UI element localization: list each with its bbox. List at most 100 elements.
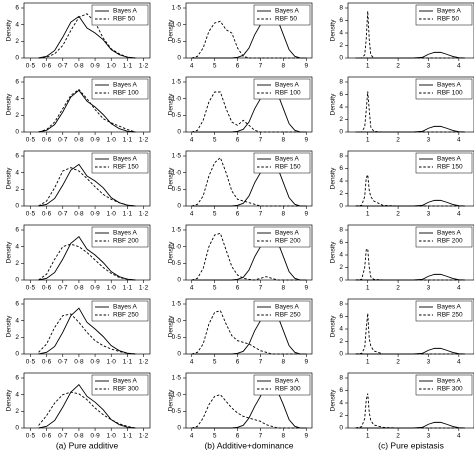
legend-box [91,300,149,322]
x-tick-label: 1 [366,137,370,144]
legend-box [253,152,311,174]
x-tick-label: 0·8 [74,137,84,144]
x-tick-label: 1 [366,359,370,366]
legend-label: Bayes A [113,156,138,163]
x-tick-label: 9 [304,285,308,292]
y-tick-label: 2 [339,116,343,123]
density-line [38,15,136,59]
x-tick-label: 1·2 [139,63,149,70]
x-tick-label: 2 [396,211,400,218]
x-tick-label: 6 [236,285,240,292]
density-line [38,89,136,133]
legend-box [415,4,473,26]
y-tick-label: 1·0 [172,169,182,176]
density-line [38,236,136,281]
y-tick-label: 4 [15,95,19,102]
x-tick-label: 0·6 [42,211,52,218]
x-tick-label: 9 [304,137,308,144]
y-axis-label: Density [168,167,175,189]
y-tick-label: 4 [15,243,19,250]
y-axis-label: Density [330,389,337,411]
y-tick-label: 0 [15,203,19,210]
legend-label: RBF 100 [275,90,301,97]
legend-label: Bayes A [437,230,462,237]
density-line [355,273,465,281]
x-tick-label: 1·0 [107,433,117,440]
y-axis-label: Density [168,315,175,337]
y-tick-label: 6 [15,5,19,12]
x-tick-label: 4 [457,285,461,292]
x-tick-label: 8 [282,63,286,70]
y-tick-label: 0 [339,351,343,358]
plot-frame [185,372,313,429]
x-tick-label: 0·8 [74,63,84,70]
x-tick-label: 5 [213,433,217,440]
y-tick-label: 6 [339,91,343,98]
legend-box [415,300,473,322]
y-tick-label: 6 [339,239,343,246]
density-line [355,173,465,207]
legend-box [253,4,311,26]
x-tick-label: 0·7 [58,359,68,366]
y-tick-label: 6 [15,301,19,308]
x-tick-label: 0·9 [90,359,100,366]
x-tick-label: 1·0 [107,63,117,70]
y-tick-label: 8 [339,153,343,160]
density-line [355,247,465,281]
x-tick-label: 0·5 [26,137,36,144]
legend-label: Bayes A [437,82,462,89]
y-tick-label: 1·5 [172,301,182,308]
y-tick-label: 4 [15,317,19,324]
legend-label: RBF 50 [275,16,297,23]
x-tick-label: 4 [190,285,194,292]
y-tick-label: 0 [339,425,343,432]
x-tick-label: 7 [259,433,263,440]
x-tick-label: 3 [427,433,431,440]
x-tick-label: 4 [457,63,461,70]
x-tick-label: 4 [457,137,461,144]
y-tick-label: 0 [177,351,181,358]
x-tick-label: 0·8 [74,285,84,292]
legend-label: Bayes A [275,304,300,311]
y-tick-label: 1·5 [172,153,182,160]
y-tick-label: 1·0 [172,243,182,250]
y-tick-label: 2 [15,334,19,341]
legend-box [415,374,473,396]
x-tick-label: 4 [190,211,194,218]
x-tick-label: 2 [396,433,400,440]
x-tick-label: 0·9 [90,211,100,218]
y-tick-label: 0·5 [172,408,182,415]
y-tick-label: 0 [177,203,181,210]
plot-frame [185,76,313,133]
density-line [191,380,307,429]
legend-box [253,226,311,248]
y-tick-label: 0 [339,203,343,210]
x-tick-label: 2 [396,137,400,144]
x-tick-label: 1·1 [123,211,133,218]
y-axis-label: Density [6,315,13,337]
y-tick-label: 4 [339,104,343,111]
x-tick-label: 0·6 [42,137,52,144]
plot-frame [23,150,151,207]
y-axis-label: Density [6,93,13,115]
x-tick-label: 1 [366,433,370,440]
x-tick-label: 9 [304,63,308,70]
x-tick-label: 1·1 [123,285,133,292]
x-tick-label: 2 [396,63,400,70]
y-tick-label: 0·5 [172,38,182,45]
legend-label: Bayes A [113,378,138,385]
x-tick-label: 1·0 [107,359,117,366]
plot-frame [23,298,151,355]
legend-label: Bayes A [437,8,462,15]
legend-box [91,4,149,26]
y-axis-label: Density [330,93,337,115]
y-tick-label: 1·0 [172,21,182,28]
y-tick-label: 1·5 [172,5,182,12]
legend-label: RBF 200 [275,238,301,245]
legend-label: RBF 200 [113,238,139,245]
x-tick-label: 8 [282,137,286,144]
x-tick-label: 5 [213,137,217,144]
x-tick-label: 3 [427,137,431,144]
legend-box [253,374,311,396]
density-line [355,347,465,355]
